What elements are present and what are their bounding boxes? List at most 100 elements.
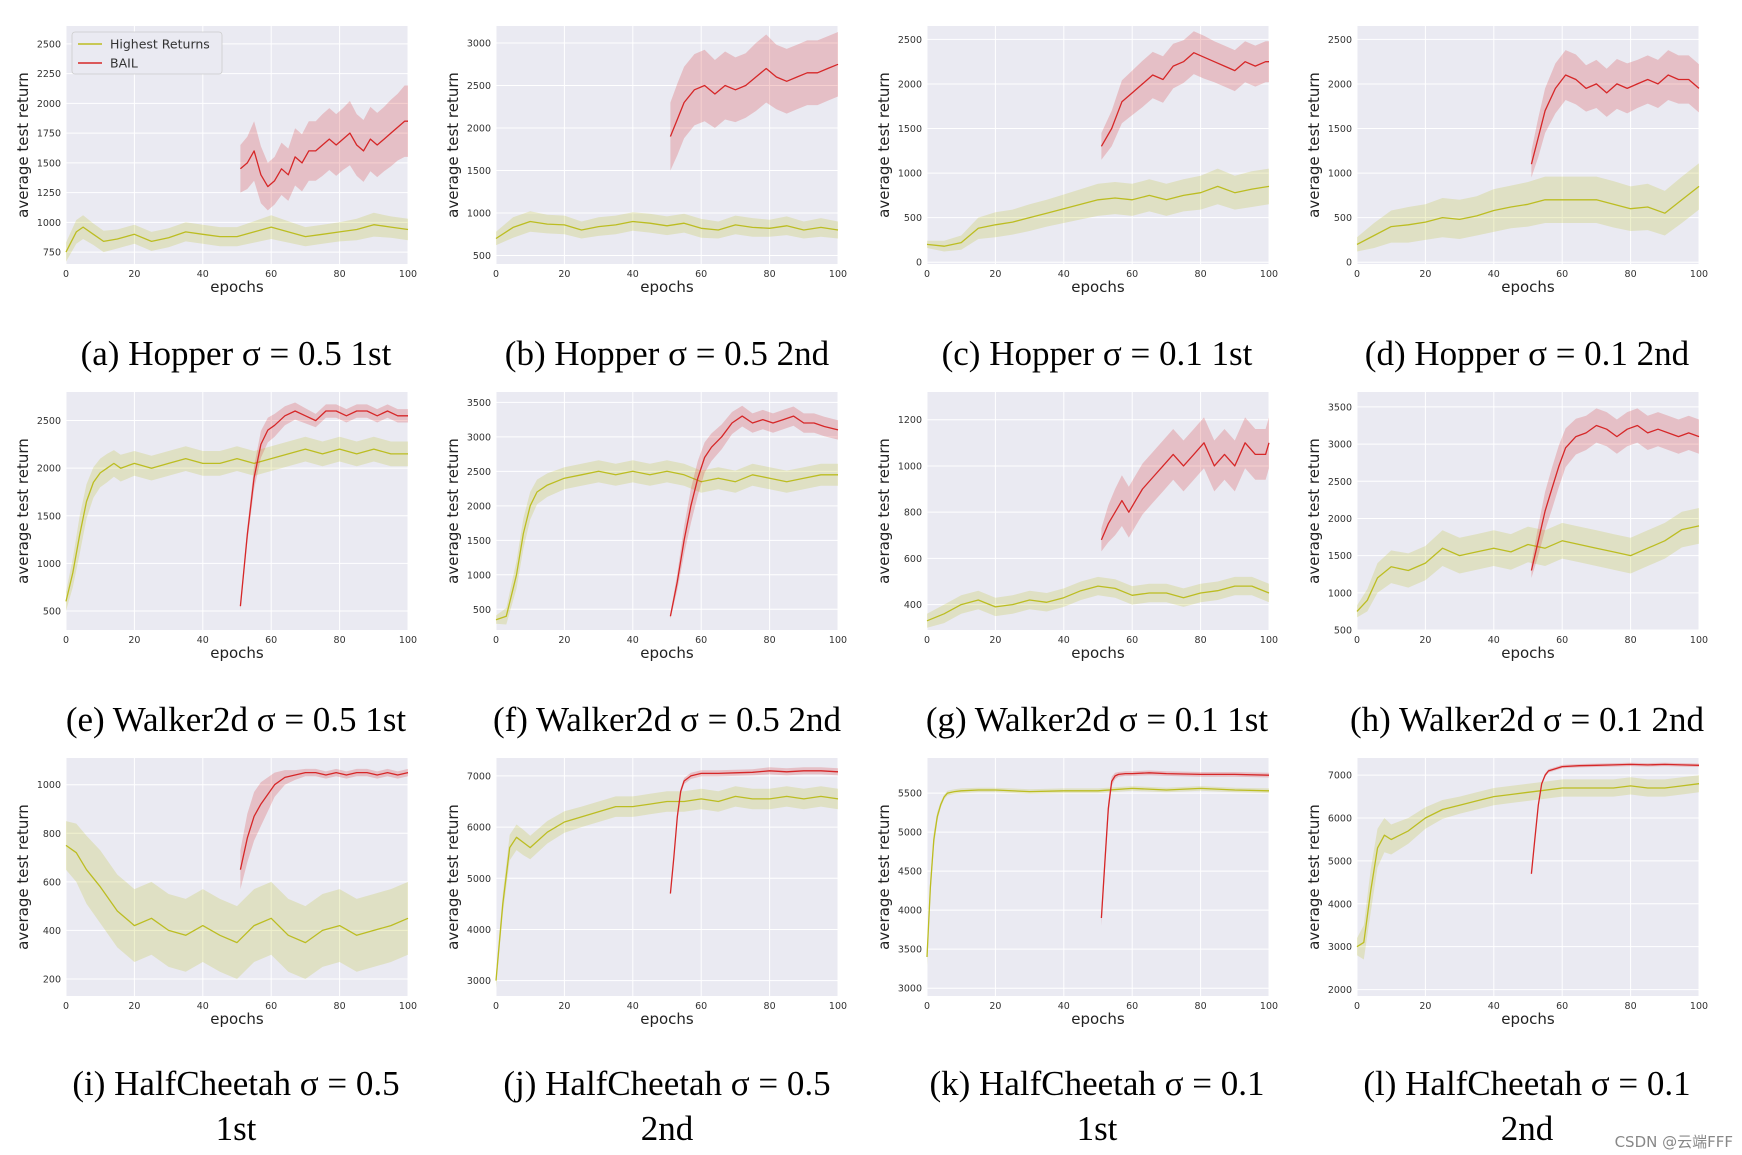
x-tick-label: 60 xyxy=(1556,269,1568,280)
y-tick-label: 1000 xyxy=(467,570,491,581)
bail-line xyxy=(239,120,408,188)
caption: (k) HalfCheetah σ = 0.1 xyxy=(929,1064,1264,1103)
y-tick-label: 800 xyxy=(904,508,922,519)
x-tick-label: 60 xyxy=(1556,1001,1568,1012)
x-tick-label: 40 xyxy=(627,269,639,280)
caption: (h) Walker2d σ = 0.1 2nd xyxy=(1350,700,1704,739)
highest-returns-line xyxy=(926,787,1270,958)
y-tick-label: 600 xyxy=(904,554,922,565)
x-axis-label: epochs xyxy=(640,1010,694,1028)
y-tick-label: 2000 xyxy=(1328,514,1352,525)
caption: (a) Hopper σ = 0.5 1st xyxy=(81,334,392,373)
y-tick-label: 5000 xyxy=(467,874,491,885)
highest-returns-band xyxy=(66,821,408,979)
caption: (j) HalfCheetah σ = 0.5 xyxy=(503,1064,830,1103)
y-tick-label: 2500 xyxy=(467,81,491,92)
y-tick-label: 1500 xyxy=(37,511,61,522)
x-tick-label: 0 xyxy=(493,1001,499,1012)
bail-band xyxy=(1531,50,1699,178)
caption: (c) Hopper σ = 0.1 1st xyxy=(942,334,1253,373)
x-tick-label: 60 xyxy=(1126,1001,1138,1012)
caption: 1st xyxy=(216,1109,257,1148)
x-tick-label: 100 xyxy=(1690,269,1708,280)
y-tick-label: 2000 xyxy=(1328,79,1352,90)
x-tick-label: 100 xyxy=(829,635,847,646)
x-tick-label: 100 xyxy=(399,1001,417,1012)
caption: (e) Walker2d σ = 0.5 1st xyxy=(66,700,407,739)
highest-returns-line xyxy=(65,224,409,253)
y-tick-label: 2250 xyxy=(37,69,61,80)
x-tick-label: 80 xyxy=(1625,1001,1637,1012)
x-tick-label: 80 xyxy=(764,635,776,646)
y-tick-label: 3500 xyxy=(467,398,491,409)
y-axis-label: average test return xyxy=(444,438,462,584)
x-tick-label: 60 xyxy=(695,269,707,280)
chart-panel-e: 0 20 40 60 80 100 500 1000 1500 2000 2500 epochs ave… xyxy=(14,392,417,739)
x-tick-label: 60 xyxy=(265,269,277,280)
x-tick-label: 100 xyxy=(829,269,847,280)
y-tick-label: 5500 xyxy=(898,789,922,800)
chart-panel-g: 0 20 40 60 80 100 400 600 800 1000 1200 epochs avera… xyxy=(875,392,1278,739)
x-tick-label: 60 xyxy=(1126,269,1138,280)
y-tick-label: 500 xyxy=(473,605,491,616)
x-tick-label: 60 xyxy=(265,1001,277,1012)
legend: Highest Returns BAIL xyxy=(71,31,223,75)
caption: (d) Hopper σ = 0.1 2nd xyxy=(1365,334,1690,373)
plot-area xyxy=(927,392,1269,630)
y-axis-label: average test return xyxy=(875,72,893,218)
y-axis-label: average test return xyxy=(1305,804,1323,950)
x-tick-label: 0 xyxy=(924,635,930,646)
y-tick-label: 1750 xyxy=(37,129,61,140)
x-tick-label: 100 xyxy=(399,269,417,280)
y-tick-label: 600 xyxy=(43,877,61,888)
x-tick-label: 40 xyxy=(197,269,209,280)
x-tick-label: 20 xyxy=(989,269,1001,280)
caption: (l) HalfCheetah σ = 0.1 xyxy=(1363,1064,1690,1103)
x-tick-label: 40 xyxy=(1058,1001,1070,1012)
y-axis-label: average test return xyxy=(14,438,32,584)
x-axis-label: epochs xyxy=(210,644,264,662)
y-axis-label: average test return xyxy=(1305,438,1323,584)
highest-returns-band xyxy=(1357,508,1699,618)
plot-area xyxy=(1357,758,1699,996)
x-tick-label: 20 xyxy=(558,1001,570,1012)
x-tick-label: 20 xyxy=(1419,635,1431,646)
bail-line xyxy=(1100,52,1269,147)
y-tick-label: 1500 xyxy=(1328,124,1352,135)
y-tick-label: 2500 xyxy=(37,416,61,427)
bail-line xyxy=(1530,74,1700,165)
x-tick-label: 0 xyxy=(1354,635,1360,646)
highest-returns-line xyxy=(65,448,408,602)
x-tick-label: 0 xyxy=(63,1001,69,1012)
y-axis-label: average test return xyxy=(1305,72,1323,218)
x-tick-label: 20 xyxy=(1419,1001,1431,1012)
y-tick-label: 2500 xyxy=(898,35,922,46)
y-tick-label: 7000 xyxy=(467,771,491,782)
highest-returns-line xyxy=(1356,783,1700,948)
caption: (b) Hopper σ = 0.5 2nd xyxy=(505,334,830,373)
chart-panel-c: 0 20 40 60 80 10005001000150020002500epochsav… xyxy=(875,26,1278,373)
y-tick-label: 1000 xyxy=(37,780,61,791)
y-tick-label: 3000 xyxy=(898,984,922,995)
y-tick-label: 2000 xyxy=(467,501,491,512)
y-tick-label: 1200 xyxy=(898,415,922,426)
x-axis-label: epochs xyxy=(640,278,694,296)
y-tick-label: 7000 xyxy=(1328,771,1352,782)
bail-band xyxy=(670,405,838,619)
y-tick-label: 2500 xyxy=(467,467,491,478)
x-tick-label: 40 xyxy=(197,635,209,646)
bail-line xyxy=(669,415,839,617)
highest-returns-line xyxy=(495,795,839,981)
caption: (g) Walker2d σ = 0.1 1st xyxy=(926,700,1269,739)
x-tick-label: 80 xyxy=(1625,269,1637,280)
y-tick-label: 1250 xyxy=(37,188,61,199)
y-tick-label: 1000 xyxy=(1328,588,1352,599)
x-tick-label: 40 xyxy=(1058,635,1070,646)
y-tick-label: 4000 xyxy=(898,906,922,917)
highest-returns-band xyxy=(496,211,838,246)
y-tick-label: 5000 xyxy=(1328,856,1352,867)
highest-returns-band xyxy=(927,168,1269,252)
x-tick-label: 40 xyxy=(1488,269,1500,280)
watermark-text: CSDN @云端FFF xyxy=(1615,1133,1733,1151)
x-tick-label: 40 xyxy=(1058,269,1070,280)
